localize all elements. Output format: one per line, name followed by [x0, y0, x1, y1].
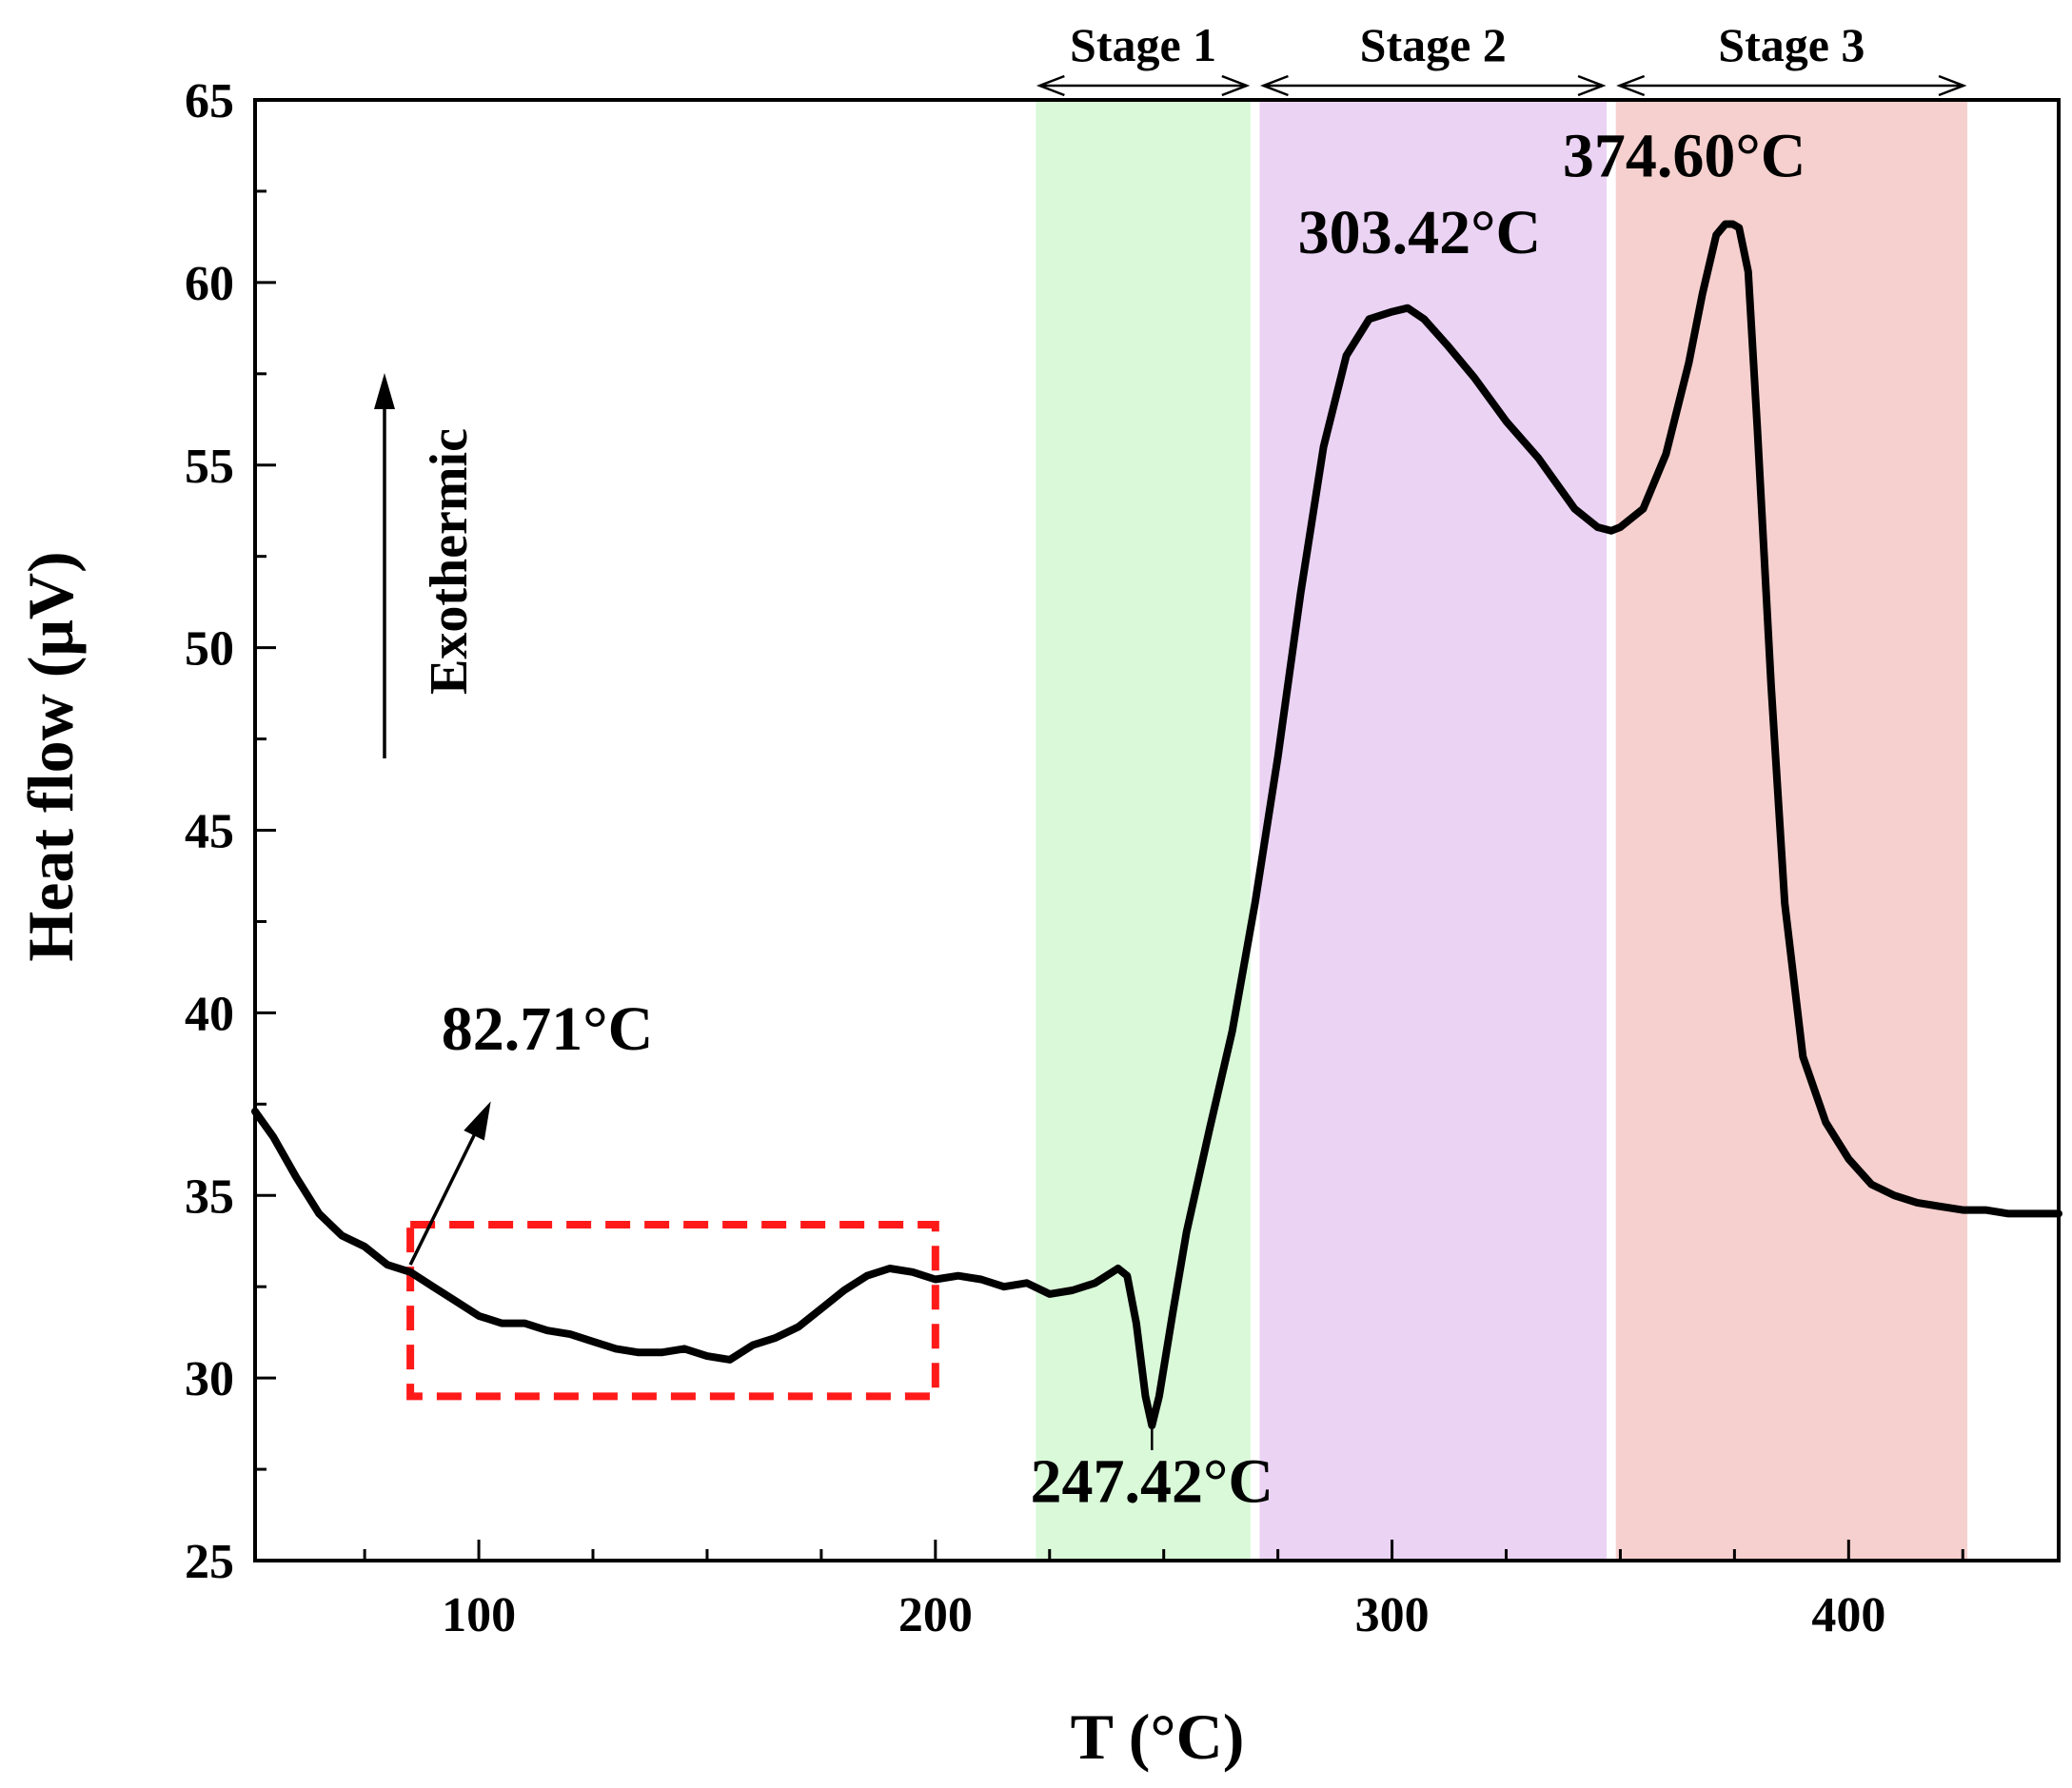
stage-arrow-1-icon — [1036, 74, 1251, 97]
axis-ticks — [255, 98, 1964, 1562]
y-tick-label: 40 — [185, 987, 234, 1041]
x-tick-label: 200 — [898, 1588, 973, 1642]
stage-band-3 — [1615, 100, 1968, 1561]
annotation-label: 374.60°C — [1563, 122, 1806, 191]
highlight-box — [406, 1220, 939, 1401]
stage-band-1 — [1036, 100, 1251, 1561]
x-tick-label: 100 — [442, 1588, 516, 1642]
annotation-2: 247.42°C — [1031, 1425, 1274, 1517]
x-tick-labels: 100 200 300 400 — [442, 1588, 1885, 1642]
annotation-label: 82.71°C — [442, 994, 654, 1064]
y-tick-label: 45 — [185, 805, 234, 859]
x-tick-label: 400 — [1811, 1588, 1885, 1642]
y-tick-labels: 25 30 35 40 45 50 55 60 65 — [185, 74, 234, 1589]
annotation-label: 303.42°C — [1298, 198, 1542, 267]
y-tick-label: 60 — [185, 257, 234, 311]
stage-label-3: Stage 3 — [1718, 18, 1865, 71]
stage-labels: Stage 1 Stage 2 Stage 3 — [1070, 18, 1865, 71]
annotation-arrow-head-icon — [464, 1101, 491, 1141]
heat-flow-line — [251, 220, 2062, 1429]
x-axis-title: T (°C) — [1071, 1700, 1245, 1773]
x-tick-label: 300 — [1355, 1588, 1430, 1642]
y-tick-label: 35 — [185, 1169, 234, 1224]
y-axis-title: Heat flow (μV) — [14, 551, 87, 961]
peak-annotations: 82.71°C 247.42°C 303.42°C 374.60°C — [408, 122, 1806, 1517]
annotation-3: 303.42°C — [1298, 198, 1542, 267]
annotation-4: 374.60°C — [1563, 122, 1806, 191]
annotation-label: 247.42°C — [1031, 1447, 1274, 1517]
stage-label-2: Stage 2 — [1360, 18, 1507, 71]
y-tick-label: 55 — [185, 440, 234, 494]
annotation-1: 82.71°C — [408, 994, 654, 1266]
exothermic-indicator: Exothermic — [374, 373, 479, 758]
stage-band-2 — [1259, 100, 1608, 1561]
stage-label-1: Stage 1 — [1070, 18, 1216, 71]
exothermic-label: Exothermic — [420, 428, 479, 695]
y-tick-label: 65 — [185, 74, 234, 128]
y-tick-label: 30 — [185, 1352, 234, 1406]
y-tick-label: 25 — [185, 1535, 234, 1589]
stage-arrow-2-icon — [1259, 74, 1607, 97]
stage-bands — [1036, 100, 1968, 1561]
stage-arrows — [1036, 74, 1967, 97]
stage-arrow-3-icon — [1616, 74, 1967, 97]
y-tick-label: 50 — [185, 622, 234, 677]
exothermic-arrow-head-icon — [374, 373, 395, 409]
